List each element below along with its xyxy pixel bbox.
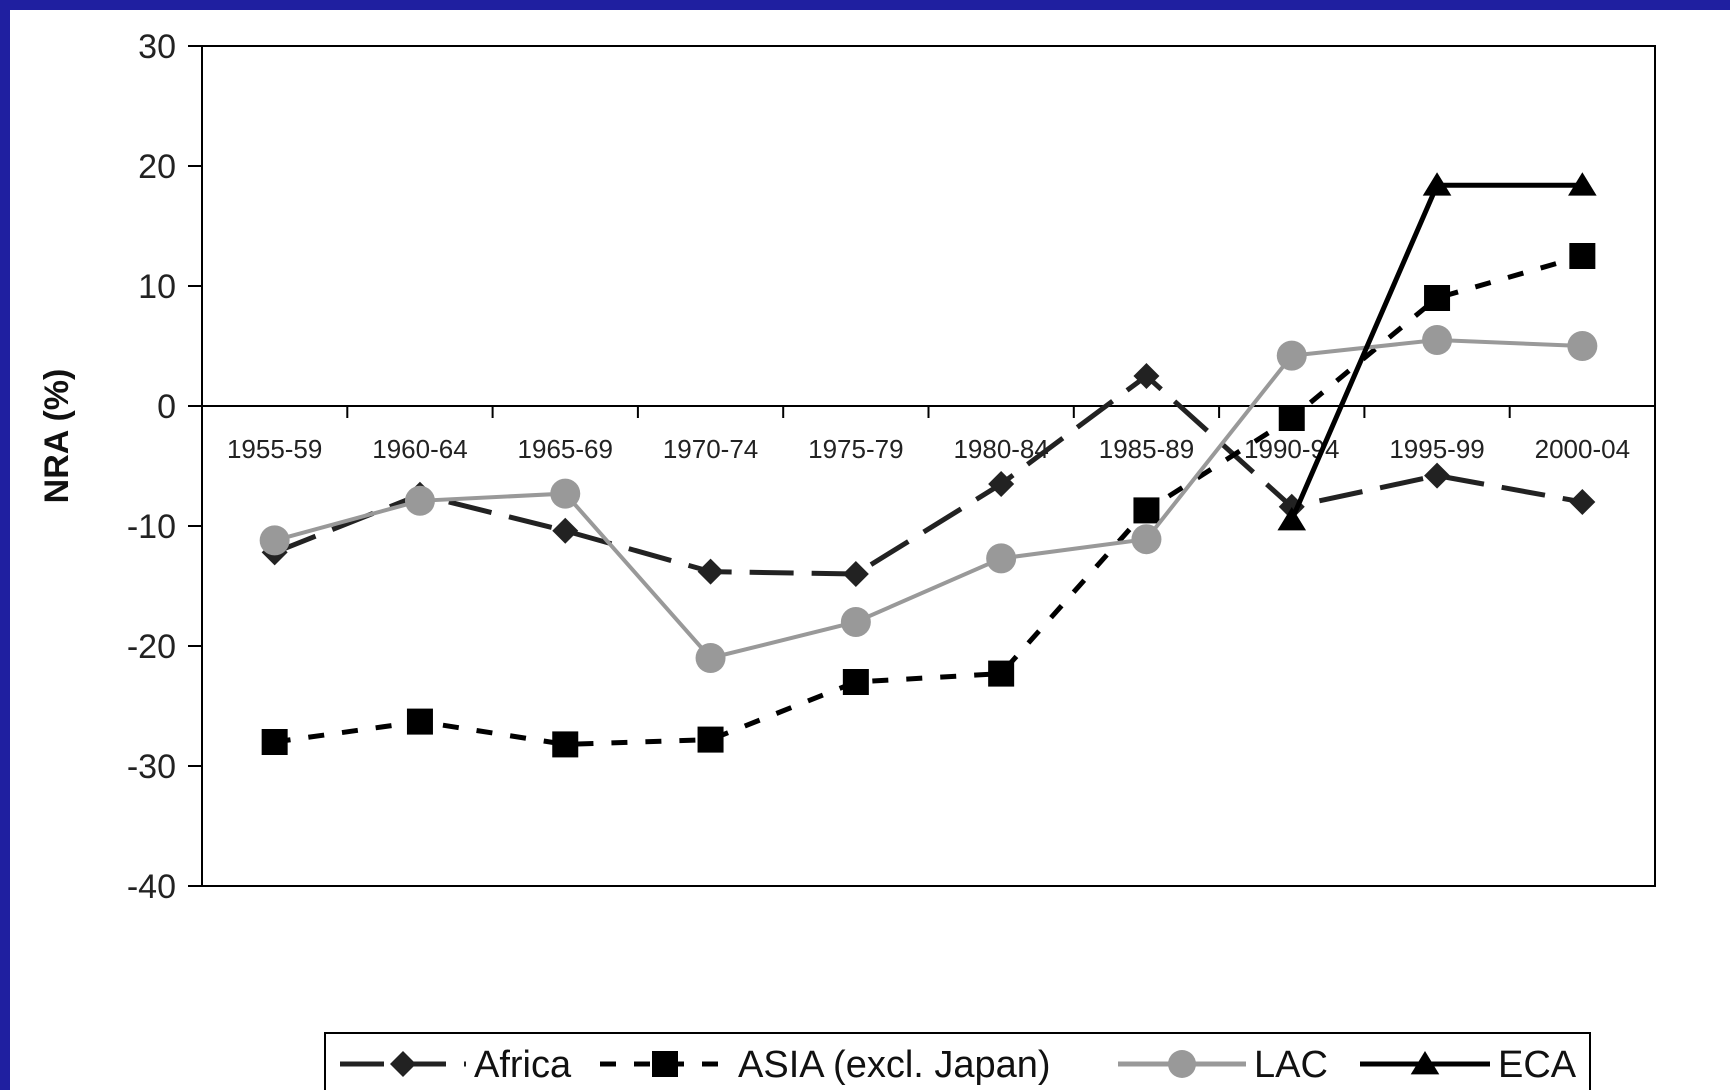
legend-marker-lac <box>1168 1050 1196 1078</box>
y-tick-label: 0 <box>157 388 176 426</box>
chart-panel: -40 -30 -20 -10 0 10 20 30 1955-59 1960-64 1965-6… <box>10 10 1730 1090</box>
legend-label-eca: ECA <box>1498 1044 1577 1086</box>
y-axis: -40 -30 -20 -10 0 10 20 30 <box>127 28 202 906</box>
data-point-africa <box>1424 462 1451 489</box>
data-point-eca <box>1422 172 1452 196</box>
data-point-lac <box>550 478 581 509</box>
data-point-asia-excl-japan <box>842 669 869 695</box>
data-point-asia-excl-japan <box>1569 243 1596 269</box>
legend-item-lac: LAC <box>1118 1044 1328 1086</box>
nra-line-chart: -40 -30 -20 -10 0 10 20 30 1955-59 1960-64 1965-6… <box>38 28 1656 1090</box>
series-lac <box>259 325 1598 673</box>
data-point-africa <box>697 558 724 585</box>
data-point-asia-excl-japan <box>261 729 288 755</box>
legend-marker-eca <box>1410 1051 1440 1075</box>
series-africa <box>261 363 1596 587</box>
data-point-africa <box>1569 489 1596 515</box>
data-point-africa <box>1133 363 1160 389</box>
y-tick-label: -20 <box>127 628 176 666</box>
data-point-eca <box>1568 172 1597 196</box>
legend-item-africa: Africa <box>340 1044 572 1086</box>
data-point-asia-excl-japan <box>1424 285 1451 311</box>
data-point-lac <box>1422 325 1453 355</box>
x-tick-label: 1975-79 <box>808 434 903 464</box>
data-point-lac <box>404 485 435 516</box>
y-tick-label: -10 <box>127 508 176 546</box>
data-point-eca <box>1277 507 1307 531</box>
data-point-lac <box>1567 331 1598 361</box>
x-axis: 1955-59 1960-64 1965-69 1970-74 1975-79 1980-… <box>202 405 1655 464</box>
x-tick-label: 1960-64 <box>372 434 467 464</box>
series-line-lac <box>274 337 1583 661</box>
data-point-asia-excl-japan <box>1278 405 1305 431</box>
y-axis-title: NRA (%) <box>38 369 76 504</box>
legend: Africa ASIA (excl. Japan) LAC ECA <box>324 1032 1591 1090</box>
legend-label-asia-excl-japan: ASIA (excl. Japan) <box>738 1044 1051 1086</box>
y-tick-label: 10 <box>138 268 176 306</box>
x-tick-label: 1965-69 <box>518 434 613 464</box>
legend-item-eca: ECA <box>1360 1044 1577 1086</box>
series-line-africa <box>273 372 1583 577</box>
data-point-asia-excl-japan <box>552 731 579 758</box>
x-tick-label: 1995-99 <box>1389 434 1484 464</box>
legend-marker-asia-excl-japan <box>652 1051 678 1077</box>
data-point-africa <box>988 471 1015 497</box>
x-tick-label: 2000-04 <box>1535 434 1630 464</box>
plot-border <box>201 45 1656 887</box>
legend-item-asia-excl-japan: ASIA (excl. Japan) <box>600 1044 1051 1086</box>
series-eca <box>1277 172 1597 531</box>
y-tick-label: -30 <box>127 748 176 786</box>
y-tick-label: -40 <box>127 868 176 906</box>
legend-label-lac: LAC <box>1254 1044 1328 1086</box>
data-point-africa <box>842 561 869 587</box>
y-tick-label: 30 <box>138 28 176 66</box>
x-tick-label: 1955-59 <box>227 434 322 464</box>
y-tick-label: 20 <box>138 148 176 186</box>
data-point-lac <box>986 543 1017 574</box>
data-point-lac <box>1131 524 1162 555</box>
series-layer <box>259 172 1598 758</box>
data-point-asia-excl-japan <box>1133 497 1160 524</box>
data-point-asia-excl-japan <box>988 660 1015 687</box>
legend-label-africa: Africa <box>474 1044 572 1086</box>
data-point-africa <box>552 517 579 544</box>
legend-marker-africa <box>390 1051 416 1077</box>
data-point-lac <box>695 643 726 673</box>
x-tick-label: 1985-89 <box>1099 434 1194 464</box>
x-tick-label: 1970-74 <box>663 434 758 464</box>
data-point-lac <box>1276 340 1307 371</box>
data-point-lac <box>840 607 871 637</box>
plot-area <box>201 45 1656 887</box>
data-point-lac <box>259 525 290 556</box>
data-point-asia-excl-japan <box>697 726 724 753</box>
data-point-asia-excl-japan <box>406 708 433 735</box>
